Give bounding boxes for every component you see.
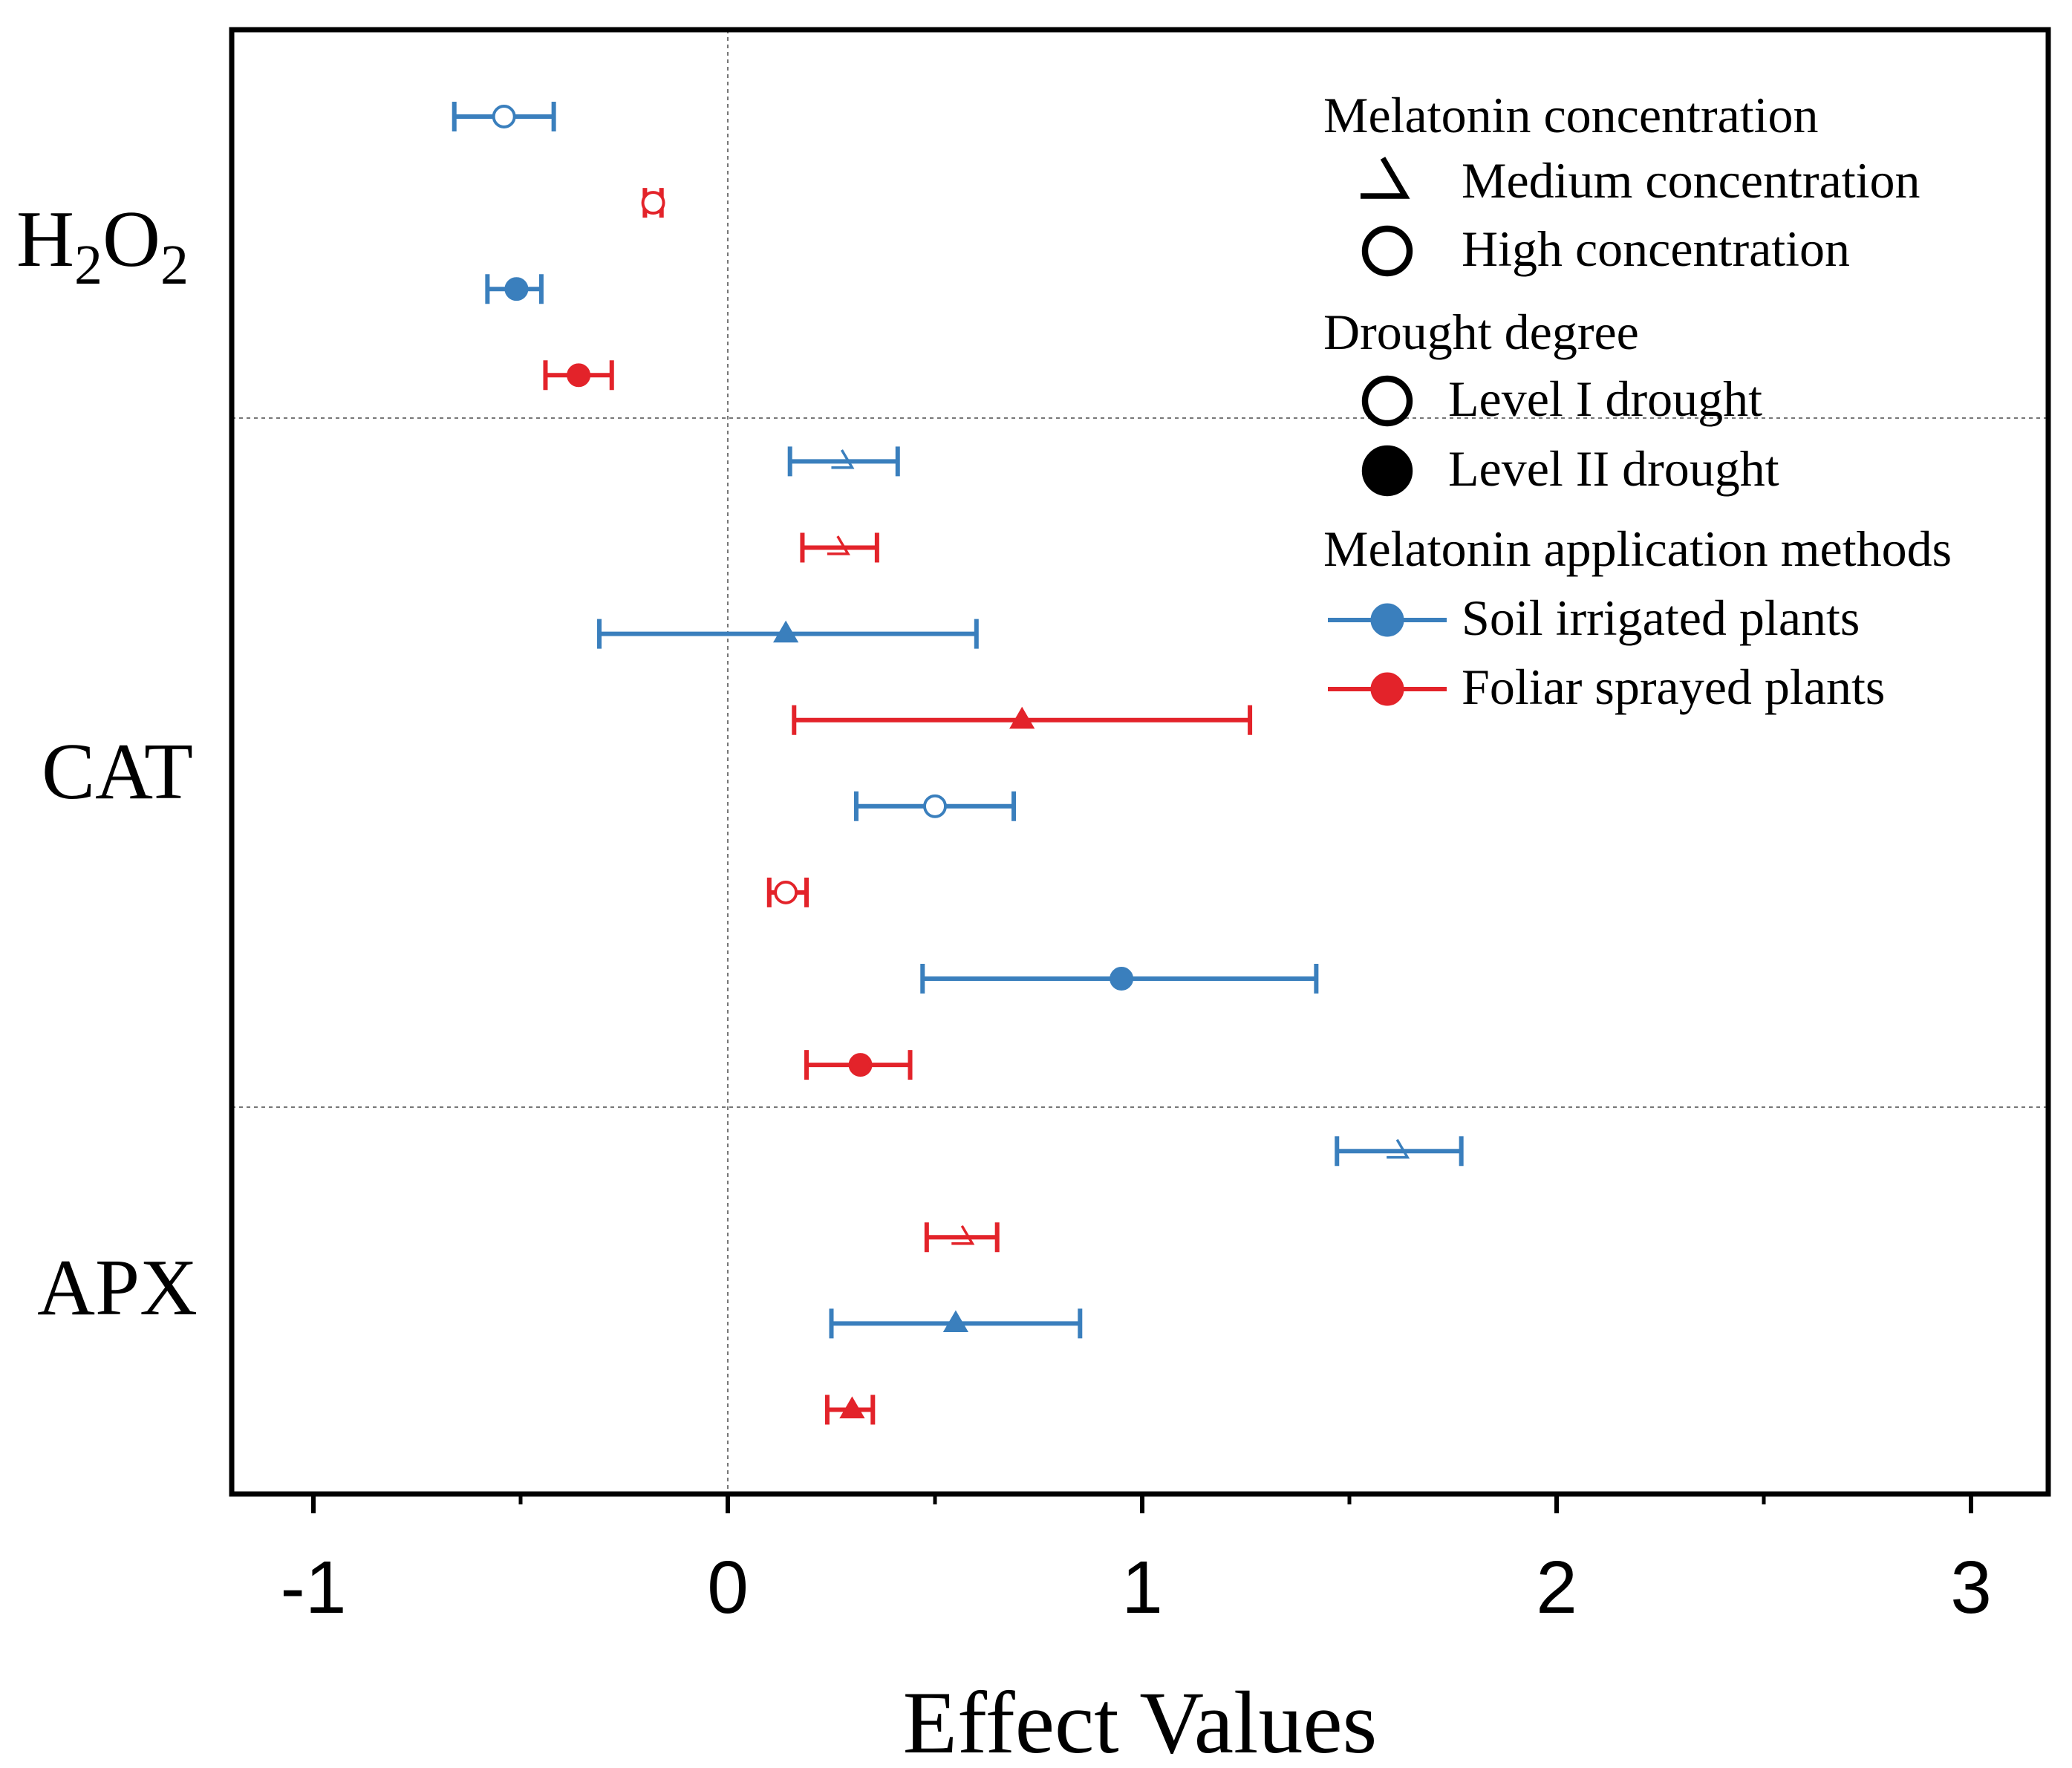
h2o2-h: H	[16, 195, 74, 284]
data-point-marker	[1387, 1138, 1410, 1159]
group-separators	[232, 417, 2048, 1108]
data-row-4	[543, 360, 614, 391]
data-point-marker	[774, 880, 798, 904]
x-axis-title: Effect Values	[903, 1673, 1378, 1768]
data-point-marker	[772, 620, 799, 643]
group-label-cat: CAT	[42, 728, 193, 816]
legend-item-label: High concentration	[1462, 221, 1850, 277]
group-label-apx: APX	[37, 1244, 198, 1332]
data-row-12	[804, 1050, 913, 1080]
legend-marker	[1361, 157, 1410, 199]
data-row-1	[452, 102, 556, 131]
data-rows	[452, 102, 1464, 1425]
data-point-marker	[831, 449, 855, 469]
legend-item-label: Foliar sprayed plants	[1462, 659, 1885, 715]
data-point-marker	[504, 277, 529, 301]
data-point-marker	[1110, 967, 1134, 991]
legend-item-label: Soil irrigated plants	[1462, 590, 1860, 646]
x-tick-label: 0	[707, 1546, 749, 1629]
data-row-3	[485, 274, 544, 304]
data-row-9	[853, 791, 1017, 821]
h2o2-sub1: 2	[74, 234, 102, 296]
x-axis: -1 0 1 2 3	[281, 1494, 1992, 1629]
legend-marker	[1361, 445, 1413, 497]
h2o2-o: O	[102, 195, 160, 284]
h2o2-sub2: 2	[160, 234, 189, 296]
data-point-marker	[839, 1396, 865, 1419]
legend-item-label: Medium concentration	[1462, 152, 1920, 209]
legend-section-title: Melatonin concentration	[1323, 87, 1819, 143]
legend-item-label: Level I drought	[1448, 371, 1762, 427]
legend-marker	[1370, 603, 1404, 637]
data-point-marker	[923, 794, 947, 818]
data-point-marker	[942, 1310, 969, 1333]
data-row-11	[920, 964, 1319, 994]
x-tick-label: 1	[1121, 1546, 1163, 1629]
data-point-marker	[827, 535, 850, 555]
data-point-marker	[951, 1225, 975, 1245]
legend-section-title: Melatonin application methods	[1323, 521, 1952, 577]
x-tick-label: 3	[1950, 1546, 1992, 1629]
data-point-marker	[848, 1053, 873, 1077]
legend-marker	[1370, 672, 1404, 706]
data-row-7	[597, 619, 979, 649]
data-point-marker	[1009, 706, 1035, 729]
x-tick-label: 2	[1536, 1546, 1577, 1629]
legend-item-label: Level II drought	[1448, 440, 1779, 497]
data-row-16	[824, 1394, 876, 1425]
data-row-13	[1335, 1136, 1464, 1167]
data-row-2	[641, 188, 665, 218]
data-point-marker	[567, 363, 591, 388]
y-group-labels: H2O2 CAT APX	[16, 195, 198, 1332]
data-point-marker	[641, 191, 665, 215]
legend-marker	[1361, 225, 1413, 277]
data-row-10	[766, 877, 809, 907]
legend-marker	[1361, 375, 1413, 427]
data-row-6	[800, 532, 879, 563]
group-label-h2o2: H2O2	[16, 195, 189, 296]
data-row-8	[792, 705, 1253, 735]
data-row-15	[829, 1308, 1083, 1339]
data-row-14	[924, 1222, 1000, 1253]
data-row-5	[787, 446, 900, 477]
data-point-marker	[492, 105, 516, 128]
legend-section-title: Drought degree	[1323, 304, 1639, 360]
x-tick-label: -1	[281, 1546, 347, 1629]
legend: Melatonin concentration Medium concentrat…	[1323, 87, 1952, 715]
